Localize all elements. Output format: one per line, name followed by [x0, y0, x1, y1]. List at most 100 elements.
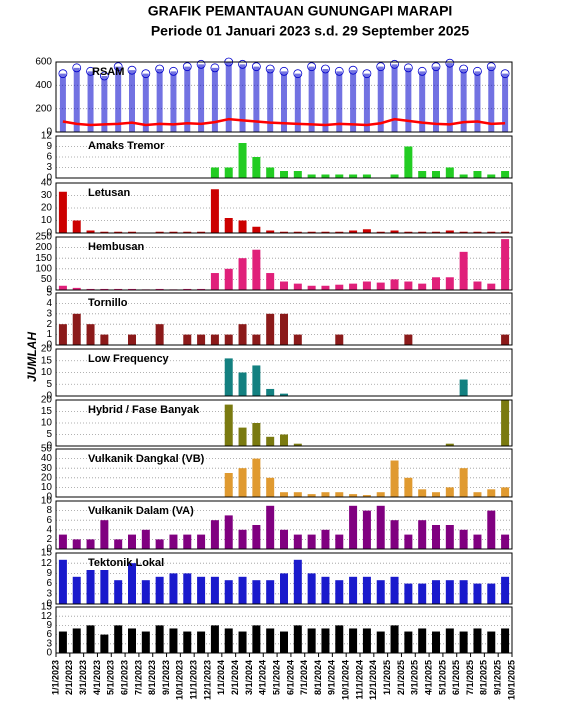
bar — [321, 285, 330, 290]
bar — [445, 277, 454, 290]
bar — [224, 268, 233, 290]
bar — [362, 510, 371, 549]
bar — [335, 334, 344, 345]
bar — [445, 628, 454, 653]
bar — [238, 576, 247, 604]
y-tick-label: 3 — [46, 588, 52, 599]
bar — [266, 167, 275, 178]
bar — [376, 231, 385, 233]
bar — [266, 505, 275, 549]
panel-title: Hybrid / Fase Banyak — [88, 404, 200, 416]
bar — [335, 625, 344, 653]
y-tick-label: 3 — [46, 638, 52, 649]
bar — [335, 534, 344, 549]
bar — [307, 534, 316, 549]
bar — [183, 631, 192, 653]
bar — [210, 334, 219, 345]
x-tick-label: 11/1/2023 — [189, 660, 199, 700]
bar — [252, 334, 261, 345]
y-tick-label: 0 — [46, 228, 52, 239]
bar — [349, 505, 358, 549]
x-tick-label: 10/1/2024 — [341, 660, 351, 700]
bar — [58, 534, 67, 549]
bar — [418, 283, 427, 290]
bar — [321, 174, 330, 178]
bar — [183, 334, 192, 345]
bar — [404, 231, 413, 233]
y-tick-label: 30 — [41, 190, 53, 201]
bar — [224, 334, 233, 345]
bar — [418, 628, 427, 653]
bar — [418, 171, 427, 178]
bar — [210, 520, 219, 549]
y-tick-label: 0 — [46, 441, 52, 452]
bar — [390, 230, 399, 233]
panel-frame — [55, 348, 513, 397]
y-tick-label: 4 — [46, 298, 52, 309]
x-tick-label: 9/1/2025 — [493, 660, 503, 695]
y-tick-label: 10 — [41, 215, 53, 226]
y-tick-label: 15 — [41, 406, 53, 417]
y-tick-label: 30 — [41, 463, 53, 474]
y-tick-label: 15 — [41, 602, 53, 613]
panel-title: Vulkanik Dalam (VA) — [88, 505, 194, 517]
bar — [280, 492, 288, 497]
y-tick-label: 20 — [41, 203, 53, 214]
bar — [321, 628, 330, 653]
x-tick-label: 10/1/2023 — [175, 660, 185, 700]
bar — [349, 494, 358, 497]
bar — [238, 324, 247, 345]
y-tick-label: 0 — [46, 127, 52, 138]
bar — [404, 534, 413, 549]
x-tick-label: 8/1/2024 — [313, 660, 323, 695]
bar — [100, 634, 109, 653]
bar — [197, 288, 206, 290]
bar — [473, 534, 482, 549]
bar — [155, 288, 164, 290]
panel-frame — [55, 500, 513, 550]
y-tick-label: 12 — [41, 131, 53, 142]
x-tick-label: 6/1/2024 — [285, 660, 295, 695]
x-tick-label: 7/1/2023 — [133, 660, 143, 695]
bar — [197, 534, 206, 549]
bar — [307, 494, 316, 497]
y-tick-label: 8 — [46, 505, 52, 516]
y-tick-label: 0 — [46, 391, 52, 402]
bar — [238, 468, 247, 497]
y-tick-label: 200 — [35, 242, 52, 253]
panel-title: Letusan — [88, 187, 130, 199]
bar — [473, 492, 482, 497]
bar — [293, 559, 302, 604]
y-tick-label: 12 — [41, 558, 53, 569]
y-tick-label: 1 — [46, 329, 52, 340]
bar — [432, 231, 440, 233]
panel-title: Tornillo — [88, 297, 128, 309]
bar — [487, 489, 496, 497]
bar — [404, 334, 413, 345]
bar — [390, 576, 399, 604]
bar — [266, 388, 275, 396]
bar — [210, 576, 219, 604]
bar — [86, 324, 95, 345]
bar — [487, 283, 496, 290]
bar — [432, 277, 440, 290]
bar — [58, 191, 67, 233]
y-tick-label: 20 — [41, 472, 53, 483]
y-tick-label: 0 — [46, 492, 52, 503]
y-tick-label: 50 — [41, 274, 53, 285]
bar — [321, 576, 330, 604]
y-tick-label: 400 — [35, 80, 52, 91]
x-tick-label: 2/1/2024 — [230, 660, 240, 695]
x-tick-label: 5/1/2023 — [106, 660, 116, 695]
bar — [307, 285, 316, 290]
bar — [335, 174, 344, 178]
bar — [487, 231, 496, 233]
x-tick-label: 12/1/2023 — [202, 660, 212, 700]
bar — [293, 625, 302, 653]
bar — [307, 628, 316, 653]
y-tick-label: 600 — [35, 57, 52, 68]
bar — [432, 492, 440, 497]
y-tick-label: 15 — [41, 548, 53, 559]
bar — [141, 580, 150, 604]
panel-frame — [55, 448, 513, 498]
